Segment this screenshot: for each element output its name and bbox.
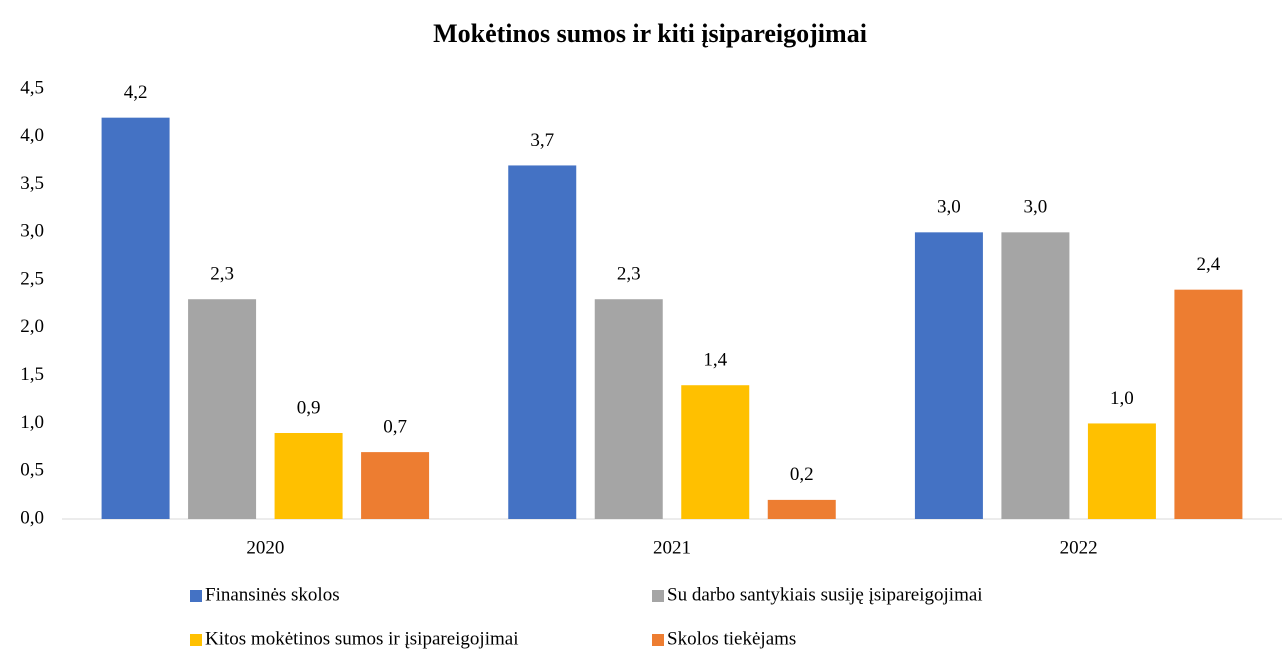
bar xyxy=(1174,289,1243,519)
data-label: 2,4 xyxy=(1197,254,1221,275)
data-label: 0,7 xyxy=(383,416,407,437)
legend-swatch xyxy=(190,590,202,602)
x-tick-label: 2020 xyxy=(246,537,284,558)
data-label: 3,7 xyxy=(530,130,554,151)
bar xyxy=(101,117,170,520)
y-tick-label: 0,5 xyxy=(20,460,44,481)
y-tick-label: 4,0 xyxy=(20,125,44,146)
y-tick-label: 2,0 xyxy=(20,316,44,337)
y-tick-label: 4,5 xyxy=(20,77,44,98)
y-tick-label: 1,0 xyxy=(20,412,44,433)
bar xyxy=(1087,423,1156,519)
data-label: 0,2 xyxy=(790,464,814,485)
legend-label: Su darbo santykiais susiję įsipareigojim… xyxy=(667,584,983,605)
y-tick-label: 2,5 xyxy=(20,268,44,289)
legend-swatch xyxy=(190,634,202,646)
legend-label: Finansinės skolos xyxy=(205,584,340,605)
legend-swatch xyxy=(652,634,664,646)
bar xyxy=(274,433,343,519)
bar xyxy=(361,452,430,519)
data-label: 2,3 xyxy=(617,264,641,285)
bar xyxy=(1001,232,1070,520)
data-label: 2,3 xyxy=(210,264,234,285)
chart-title: Mokėtinos sumos ir kiti įsipareigojimai xyxy=(433,19,867,48)
x-tick-label: 2021 xyxy=(653,537,691,558)
legend-label: Kitos mokėtinos sumos ir įsipareigojimai xyxy=(205,628,518,649)
bar xyxy=(767,499,836,519)
data-label: 1,0 xyxy=(1110,388,1134,409)
bar xyxy=(188,299,257,519)
bar xyxy=(914,232,983,520)
x-tick-label: 2022 xyxy=(1060,537,1098,558)
data-label: 1,4 xyxy=(703,350,727,371)
y-tick-label: 3,0 xyxy=(20,221,44,242)
y-tick-label: 3,5 xyxy=(20,173,44,194)
bar xyxy=(681,385,750,519)
bar xyxy=(508,165,577,519)
legend-label: Skolos tiekėjams xyxy=(667,628,796,649)
data-label: 0,9 xyxy=(297,397,321,418)
y-tick-label: 1,5 xyxy=(20,364,44,385)
data-label: 3,0 xyxy=(1024,197,1048,218)
y-tick-label: 0,0 xyxy=(20,507,44,528)
data-label: 4,2 xyxy=(124,82,148,103)
bar xyxy=(594,299,663,519)
legend-swatch xyxy=(652,590,664,602)
data-label: 3,0 xyxy=(937,197,961,218)
